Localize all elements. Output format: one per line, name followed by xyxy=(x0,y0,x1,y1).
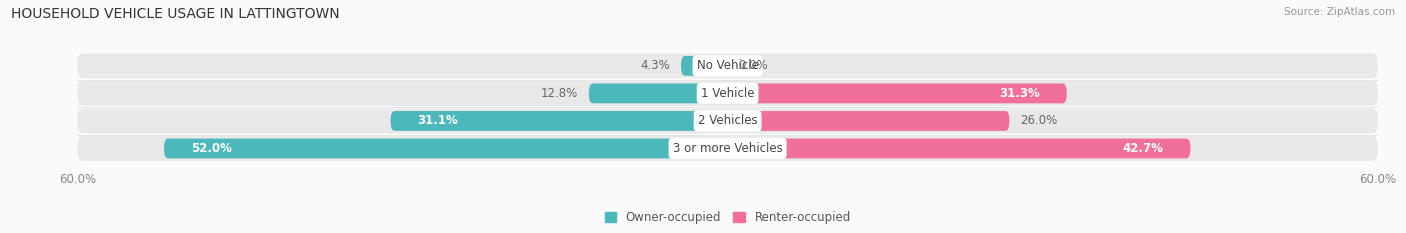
Text: Source: ZipAtlas.com: Source: ZipAtlas.com xyxy=(1284,7,1395,17)
FancyBboxPatch shape xyxy=(589,83,728,103)
FancyBboxPatch shape xyxy=(77,54,1378,78)
Text: 42.7%: 42.7% xyxy=(1122,142,1163,155)
FancyBboxPatch shape xyxy=(165,139,728,158)
Text: 3 or more Vehicles: 3 or more Vehicles xyxy=(672,142,783,155)
Text: 26.0%: 26.0% xyxy=(1021,114,1057,127)
FancyBboxPatch shape xyxy=(77,136,1378,161)
FancyBboxPatch shape xyxy=(681,56,728,76)
Legend: Owner-occupied, Renter-occupied: Owner-occupied, Renter-occupied xyxy=(600,206,855,229)
FancyBboxPatch shape xyxy=(728,111,1010,131)
Text: 12.8%: 12.8% xyxy=(541,87,578,100)
Text: No Vehicle: No Vehicle xyxy=(696,59,759,72)
Text: 1 Vehicle: 1 Vehicle xyxy=(700,87,755,100)
FancyBboxPatch shape xyxy=(728,139,1191,158)
FancyBboxPatch shape xyxy=(728,83,1067,103)
Text: 31.1%: 31.1% xyxy=(418,114,458,127)
Text: 2 Vehicles: 2 Vehicles xyxy=(697,114,758,127)
FancyBboxPatch shape xyxy=(77,109,1378,133)
Text: 52.0%: 52.0% xyxy=(191,142,232,155)
Text: 4.3%: 4.3% xyxy=(640,59,671,72)
FancyBboxPatch shape xyxy=(77,81,1378,106)
Text: HOUSEHOLD VEHICLE USAGE IN LATTINGTOWN: HOUSEHOLD VEHICLE USAGE IN LATTINGTOWN xyxy=(11,7,340,21)
FancyBboxPatch shape xyxy=(391,111,728,131)
Text: 31.3%: 31.3% xyxy=(1000,87,1040,100)
Text: 0.0%: 0.0% xyxy=(738,59,768,72)
